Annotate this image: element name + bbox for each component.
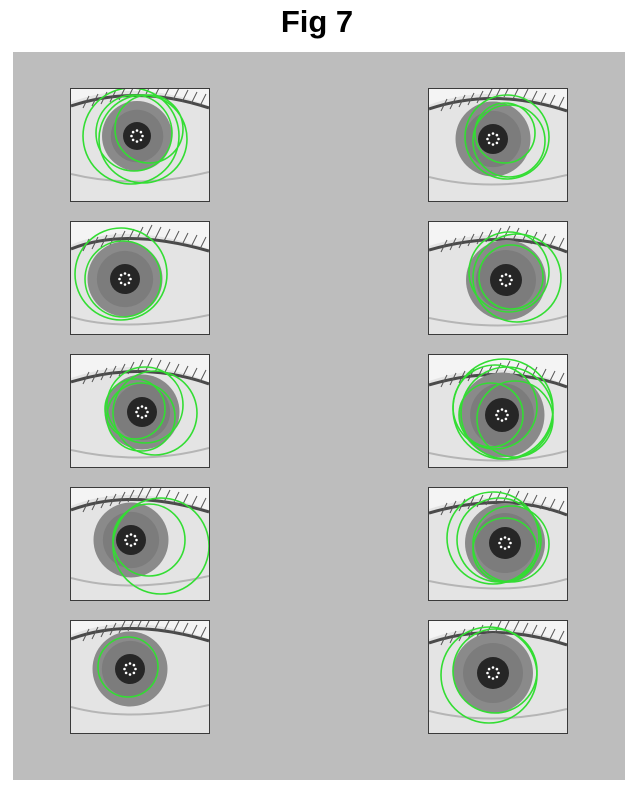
eye-image-r5c1 — [70, 620, 210, 734]
eye-image-r1c2 — [428, 88, 568, 202]
eye-image-r3c2 — [428, 354, 568, 468]
eye-drawing — [429, 222, 567, 334]
eye-drawing — [71, 355, 209, 467]
eye-drawing — [429, 621, 567, 733]
eye-drawing — [429, 89, 567, 201]
eye-image-r2c2 — [428, 221, 568, 335]
eye-drawing — [71, 621, 209, 733]
eye-drawing — [429, 355, 567, 467]
eye-image-r5c2 — [428, 620, 568, 734]
figure-panel — [13, 52, 625, 780]
eye-image-r4c1 — [70, 487, 210, 601]
eye-drawing — [71, 222, 209, 334]
eye-image-r4c2 — [428, 487, 568, 601]
eye-drawing — [429, 488, 567, 600]
eye-drawing — [71, 89, 209, 201]
eye-image-r3c1 — [70, 354, 210, 468]
eye-image-r2c1 — [70, 221, 210, 335]
figure-title: Fig 7 — [280, 4, 354, 39]
eye-drawing — [71, 488, 209, 600]
eye-image-r1c1 — [70, 88, 210, 202]
